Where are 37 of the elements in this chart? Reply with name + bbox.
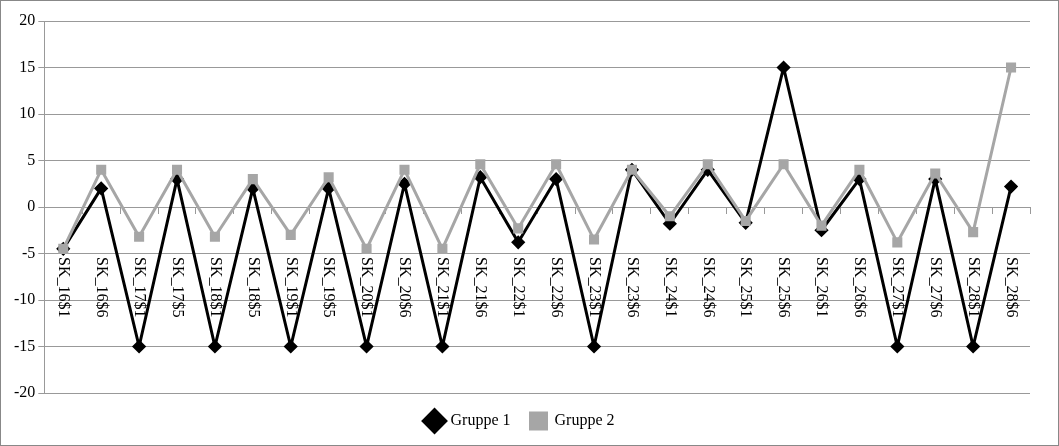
x-tick-label: SK_18$1 <box>207 257 225 318</box>
x-tick-label: SK_22$1 <box>511 257 529 318</box>
x-tick-label: SK_19$1 <box>283 257 301 318</box>
x-tick-label: SK_18$5 <box>245 257 263 318</box>
x-tick-label: SK_17$5 <box>169 257 187 318</box>
x-tick-label: SK_26$1 <box>814 257 832 318</box>
x-tick-label: SK_28$1 <box>965 257 983 318</box>
y-tick-label: 15 <box>19 57 36 75</box>
x-tick-label: SK_21$6 <box>473 257 491 318</box>
y-tick-label: 10 <box>19 104 36 122</box>
y-tick-label: 5 <box>27 150 36 168</box>
x-tick-label: SK_16$1 <box>56 257 74 318</box>
x-tick-label: SK_25$1 <box>738 257 756 318</box>
x-tick-label: SK_20$6 <box>397 257 415 318</box>
x-tick-label: SK_17$1 <box>131 257 149 318</box>
x-tick-label: SK_28$6 <box>1003 257 1021 318</box>
legend-label: Gruppe 2 <box>554 411 615 430</box>
y-tick-label: 20 <box>19 11 36 29</box>
y-tick-label: -5 <box>22 243 36 261</box>
x-tick-label: SK_24$1 <box>662 257 680 318</box>
x-tick-label: SK_24$6 <box>700 257 718 318</box>
x-tick-label: SK_20$1 <box>359 257 377 318</box>
x-tick-label: SK_19$5 <box>321 257 339 318</box>
y-tick-label: 0 <box>27 197 36 215</box>
x-tick-label: SK_21$1 <box>435 257 453 318</box>
y-tick-label: -15 <box>14 336 36 354</box>
x-tick-label: SK_22$6 <box>548 257 566 318</box>
y-tick-label: -20 <box>14 383 36 401</box>
x-tick-label: SK_23$6 <box>624 257 642 318</box>
x-tick-label: SK_27$6 <box>928 257 946 318</box>
legend-label: Gruppe 1 <box>450 411 511 430</box>
x-tick-label: SK_25$6 <box>776 257 794 318</box>
x-tick-label: SK_26$6 <box>852 257 870 318</box>
x-tick-label: SK_16$6 <box>93 257 111 318</box>
x-tick-label: SK_27$1 <box>890 257 908 318</box>
y-tick-label: -10 <box>14 290 36 308</box>
x-tick-label: SK_23$1 <box>586 257 604 318</box>
